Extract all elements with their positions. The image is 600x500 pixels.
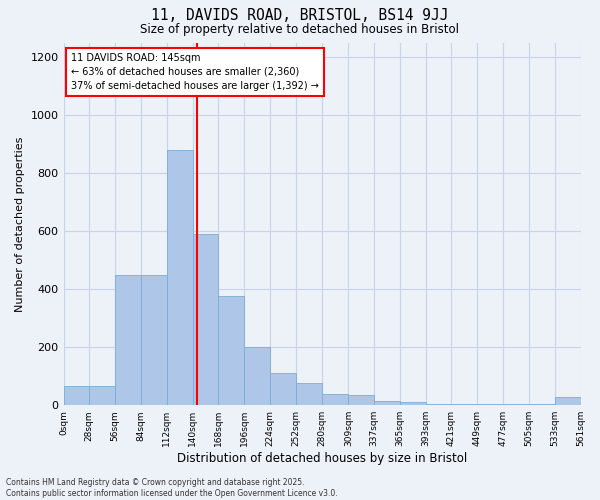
Bar (348, 395, 374, 405)
Bar (167, 150, 193, 405)
Text: 11 DAVIDS ROAD: 145sqm
← 63% of detached houses are smaller (2,360)
37% of semi-: 11 DAVIDS ROAD: 145sqm ← 63% of detached… (71, 52, 319, 90)
Bar (374, 401, 400, 405)
Text: Contains HM Land Registry data © Crown copyright and database right 2025.
Contai: Contains HM Land Registry data © Crown c… (6, 478, 338, 498)
Bar (554, 396, 581, 405)
Y-axis label: Number of detached properties: Number of detached properties (15, 136, 25, 312)
Bar (64, 386, 89, 405)
Bar (115, 274, 141, 405)
Bar (296, 384, 322, 405)
Text: Size of property relative to detached houses in Bristol: Size of property relative to detached ho… (140, 22, 460, 36)
Bar (529, 404, 554, 405)
X-axis label: Distribution of detached houses by size in Bristol: Distribution of detached houses by size … (177, 452, 467, 465)
Bar (451, 404, 477, 405)
Bar (322, 394, 348, 405)
Bar (477, 404, 503, 405)
Text: 11, DAVIDS ROAD, BRISTOL, BS14 9JJ: 11, DAVIDS ROAD, BRISTOL, BS14 9JJ (151, 8, 449, 22)
Bar (425, 404, 451, 405)
Bar (218, 296, 244, 405)
Bar (193, 234, 218, 405)
Bar (89, 386, 115, 405)
Bar (503, 404, 529, 405)
Bar (141, 274, 167, 405)
Bar (400, 402, 425, 405)
Bar (244, 347, 270, 405)
Bar (270, 374, 296, 405)
